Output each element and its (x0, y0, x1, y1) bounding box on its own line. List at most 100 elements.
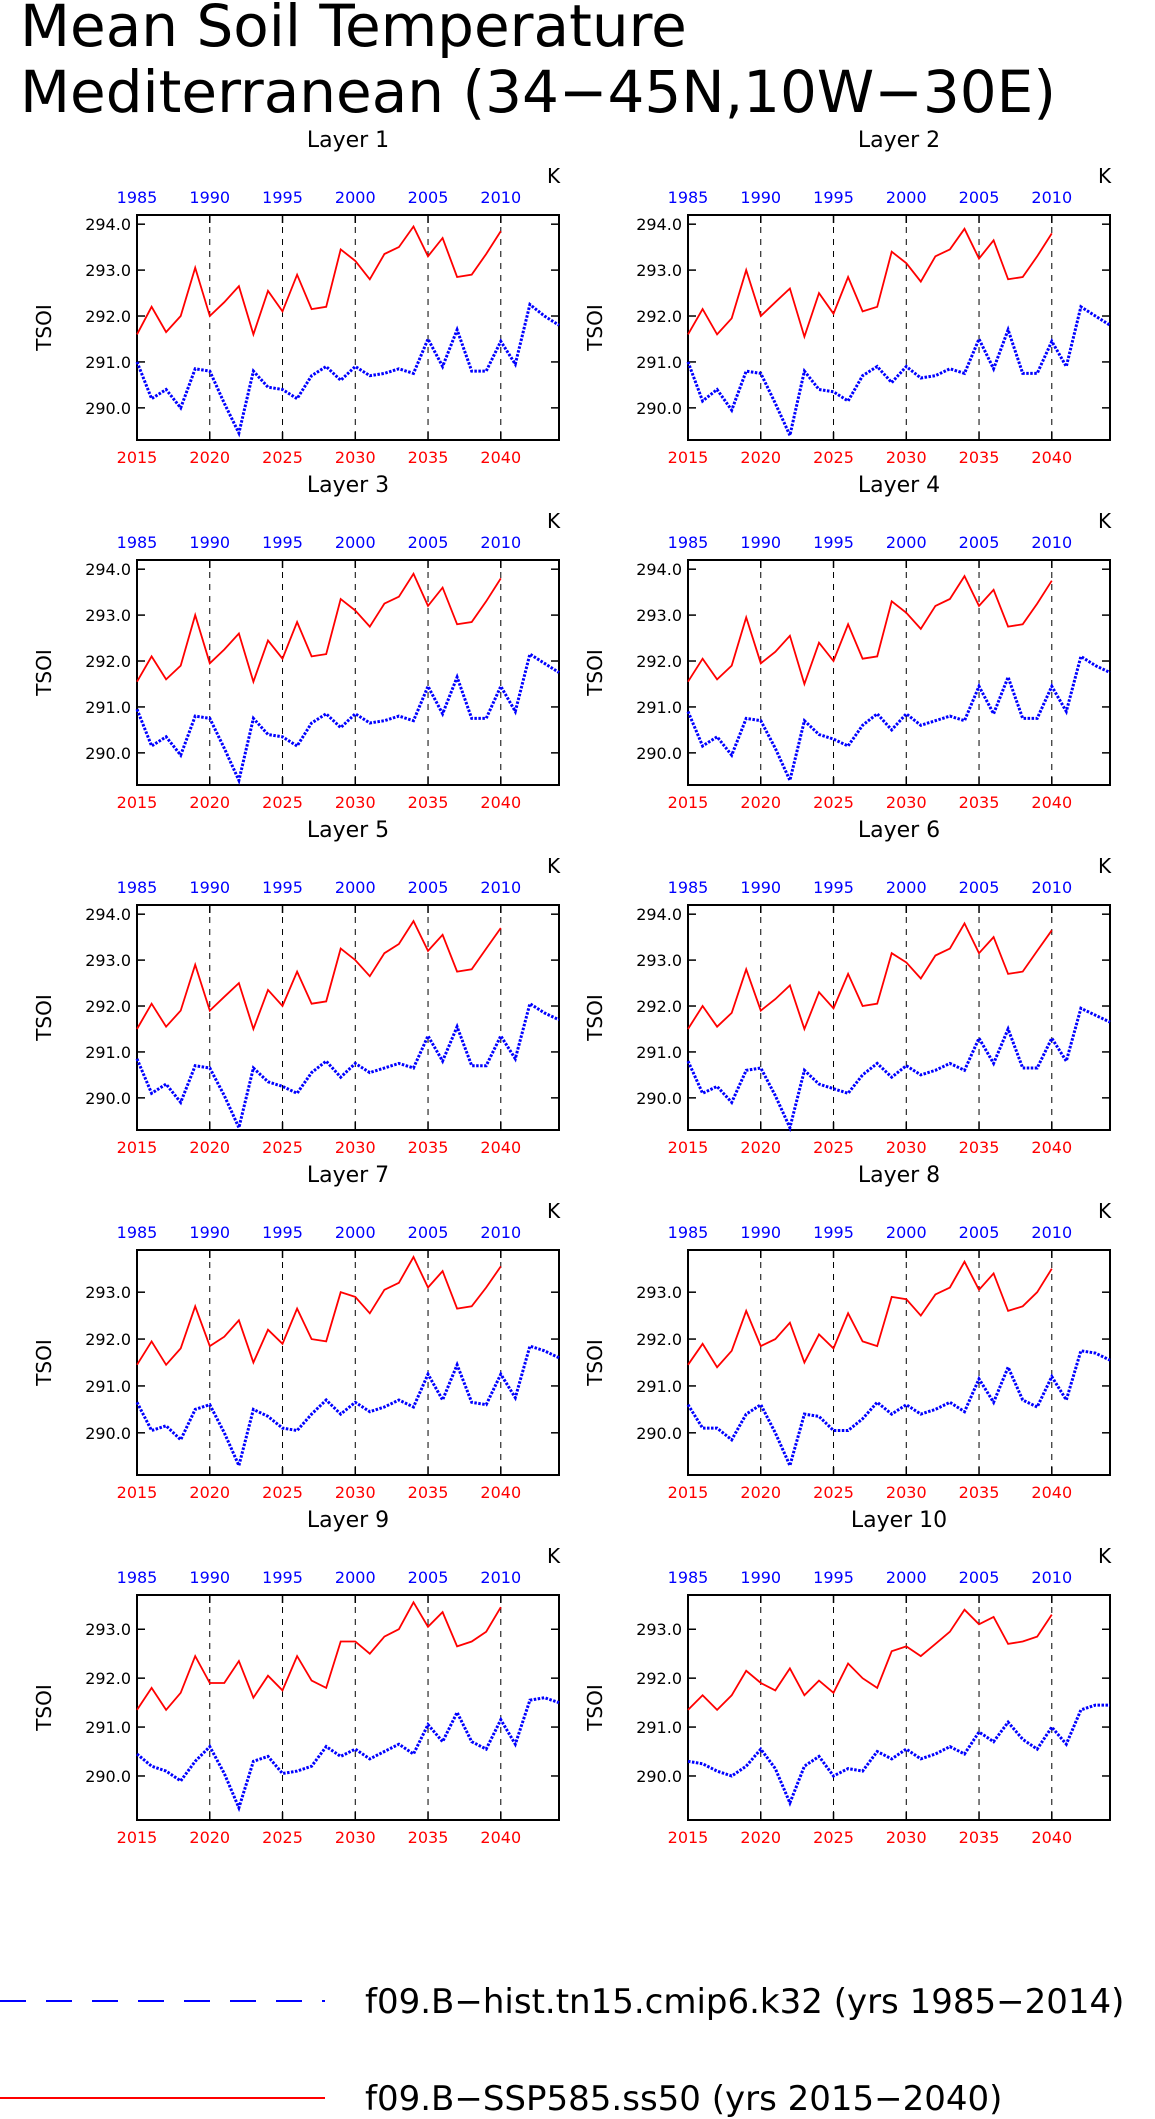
x-tick-label-bottom: 2035 (959, 1138, 1000, 1157)
x-tick-label-top: 1995 (262, 1568, 303, 1587)
x-tick-label-top: 1985 (117, 533, 158, 552)
y-tick-label: 291.0 (636, 1377, 682, 1396)
x-tick-label-top: 2000 (886, 1223, 927, 1242)
y-tick-label: 294.0 (636, 560, 682, 579)
plot-frame (136, 904, 560, 1131)
figure-title-line2: Mediterranean (34−45N,10W−30E) (20, 58, 1056, 126)
x-tick-label-top: 1985 (668, 533, 709, 552)
y-tick-label: 292.0 (85, 652, 131, 671)
y-tick-label: 291.0 (636, 698, 682, 717)
panel-title: Layer 5 (307, 818, 389, 843)
x-tick-label-top: 2005 (408, 188, 449, 207)
x-tick-label-bottom: 2015 (668, 448, 709, 467)
y-tick-label: 290.0 (636, 1767, 682, 1786)
y-tick-label: 294.0 (636, 905, 682, 924)
x-tick-label-bottom: 2030 (886, 1138, 927, 1157)
x-tick-label-top: 1990 (189, 878, 230, 897)
y-tick-label: 291.0 (636, 353, 682, 372)
x-tick-label-bottom: 2030 (335, 1483, 376, 1502)
panel-grid: 290.0 291.0 292.0 293.0 294.0 2015 2020 2025 203… (32, 128, 1112, 1847)
panel-title: Layer 6 (858, 818, 940, 843)
x-tick-label-top: 1985 (668, 1568, 709, 1587)
x-tick-label-bottom: 2040 (480, 448, 521, 467)
legend-label-hist: f09.B−hist.tn15.cmip6.k32 (yrs 1985−2014… (365, 1982, 1124, 2022)
x-tick-label-bottom: 2030 (886, 793, 927, 812)
y-tick-label: 290.0 (85, 1089, 131, 1108)
x-tick-label-bottom: 2040 (480, 793, 521, 812)
series-line-ssp (136, 224, 502, 338)
x-tick-label-top: 1990 (740, 878, 781, 897)
y-tick-label: 290.0 (636, 744, 682, 763)
x-tick-label-top: 2005 (959, 1568, 1000, 1587)
x-tick-label-top: 2005 (408, 1223, 449, 1242)
x-tick-label-top: 2010 (1031, 1223, 1072, 1242)
x-tick-label-bottom: 2040 (1031, 793, 1072, 812)
panel-layer-2: 290.0 291.0 292.0 293.0 294.0 2015 2020 2025 203… (583, 128, 1112, 467)
series-line-hist (686, 1006, 1111, 1133)
plot-frame (136, 559, 560, 786)
x-tick-label-bottom: 2035 (408, 1138, 449, 1157)
plot-frame (136, 1249, 560, 1476)
y-tick-label: 293.0 (85, 261, 131, 280)
units-label: K (547, 164, 561, 188)
y-axis-label: TSOI (32, 1339, 56, 1387)
x-tick-label-top: 2000 (886, 533, 927, 552)
x-tick-label-top: 1990 (189, 188, 230, 207)
y-tick-label: 293.0 (85, 606, 131, 625)
x-tick-label-bottom: 2040 (1031, 1828, 1072, 1847)
x-tick-label-bottom: 2015 (117, 1138, 158, 1157)
x-tick-label-bottom: 2040 (480, 1138, 521, 1157)
panel-title: Layer 10 (851, 1508, 947, 1533)
series-line-hist (687, 1703, 1110, 1807)
x-tick-label-bottom: 2020 (740, 448, 781, 467)
x-tick-label-top: 2010 (480, 878, 521, 897)
x-tick-label-top: 1990 (740, 1568, 781, 1587)
series-line-hist (686, 654, 1111, 785)
x-tick-label-top: 1995 (262, 533, 303, 552)
y-tick-label: 290.0 (636, 1089, 682, 1108)
x-tick-label-bottom: 2035 (408, 793, 449, 812)
x-tick-label-bottom: 2035 (408, 1828, 449, 1847)
y-tick-label: 291.0 (636, 1718, 682, 1737)
panel-layer-8: 290.0 291.0 292.0 293.0 2015 2020 2025 2030 2035… (583, 1163, 1112, 1502)
series-line-hist (686, 304, 1111, 441)
x-tick-label-top: 1985 (117, 1568, 158, 1587)
x-tick-label-bottom: 2030 (886, 1483, 927, 1502)
y-tick-label: 290.0 (636, 399, 682, 418)
x-tick-label-top: 2000 (886, 1568, 927, 1587)
y-tick-label: 294.0 (85, 905, 131, 924)
x-tick-label-bottom: 2035 (959, 1828, 1000, 1847)
x-tick-label-top: 1990 (189, 533, 230, 552)
y-tick-label: 292.0 (636, 307, 682, 326)
x-tick-label-top: 2000 (335, 1223, 376, 1242)
y-tick-label: 291.0 (85, 698, 131, 717)
y-tick-label: 291.0 (85, 353, 131, 372)
plot-frame (687, 1594, 1111, 1821)
x-tick-label-bottom: 2015 (668, 1828, 709, 1847)
x-tick-label-top: 2000 (335, 1568, 376, 1587)
y-axis-label: TSOI (583, 304, 607, 352)
y-tick-label: 290.0 (85, 1767, 131, 1786)
y-tick-label: 293.0 (636, 1620, 682, 1639)
y-tick-label: 290.0 (85, 744, 131, 763)
plot-frame (687, 214, 1111, 441)
y-tick-label: 292.0 (85, 307, 131, 326)
series-line-ssp (136, 1255, 502, 1367)
y-tick-label: 292.0 (85, 1669, 131, 1688)
x-tick-label-top: 1995 (813, 878, 854, 897)
x-tick-label-bottom: 2040 (1031, 1138, 1072, 1157)
plot-frame (687, 1249, 1111, 1476)
x-tick-label-bottom: 2030 (335, 448, 376, 467)
x-tick-label-top: 1995 (813, 188, 854, 207)
x-tick-label-bottom: 2025 (262, 1138, 303, 1157)
y-tick-label: 293.0 (636, 606, 682, 625)
x-tick-label-top: 2005 (408, 1568, 449, 1587)
y-tick-label: 292.0 (85, 1330, 131, 1349)
x-tick-label-top: 2010 (480, 188, 521, 207)
series-line-ssp (687, 1608, 1053, 1712)
y-tick-label: 293.0 (85, 1620, 131, 1639)
x-tick-label-top: 2005 (959, 188, 1000, 207)
series-line-ssp (136, 1600, 502, 1712)
x-tick-label-top: 2000 (886, 188, 927, 207)
x-tick-label-bottom: 2025 (262, 1828, 303, 1847)
